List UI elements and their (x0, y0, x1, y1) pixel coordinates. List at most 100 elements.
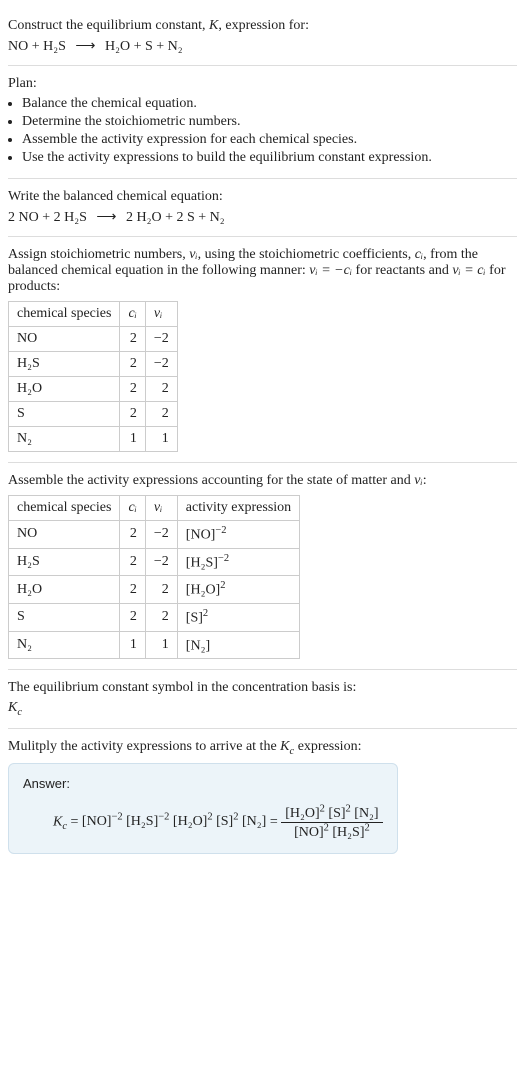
table-header-row: chemical species cᵢ νᵢ (9, 302, 178, 327)
cell: H₂O (9, 377, 120, 402)
text: expression: (294, 739, 361, 754)
kc-symbol-section: The equilibrium constant symbol in the c… (8, 670, 517, 729)
term: [H₂S]2 (332, 825, 369, 840)
table-row: NO2−2 (9, 327, 178, 352)
title-line: Construct the equilibrium constant, K, e… (8, 18, 517, 34)
activity-label: Assemble the activity expressions accoun… (8, 473, 517, 489)
multiply-label: Mulitply the activity expressions to arr… (8, 739, 517, 757)
table-row: H₂S2−2 (9, 352, 178, 377)
cell: 2 (120, 402, 145, 427)
rule2: νᵢ = cᵢ (452, 263, 485, 278)
kc-symbol-label: The equilibrium constant symbol in the c… (8, 680, 517, 696)
K-symbol: K (209, 18, 218, 33)
cell: 2 (120, 521, 145, 549)
cell: 2 (145, 603, 177, 631)
text: Assign stoichiometric numbers, (8, 247, 189, 262)
title-section: Construct the equilibrium constant, K, e… (8, 8, 517, 66)
table-row: S22[S]2 (9, 603, 300, 631)
cell: 2 (120, 576, 145, 604)
stoich-section: Assign stoichiometric numbers, νᵢ, using… (8, 237, 517, 463)
equals: = (71, 814, 82, 829)
cell: 2 (145, 377, 177, 402)
reaction-rhs: H₂O + S + N₂ (105, 39, 183, 54)
kc-symbol: Kc (8, 696, 517, 718)
term: [NO]−2 (82, 814, 123, 829)
reaction-arrow: ⟶ (69, 39, 101, 54)
unbalanced-equation: NO + H₂S ⟶ H₂O + S + N₂ (8, 34, 517, 55)
table-row: NO2−2[NO]−2 (9, 521, 300, 549)
plan-item: Use the activity expressions to build th… (22, 150, 517, 166)
term: [H₂S]−2 (126, 814, 169, 829)
table-row: H₂S2−2[H₂S]−2 (9, 548, 300, 576)
col-vi: νᵢ (145, 496, 177, 521)
text: Assemble the activity expressions accoun… (8, 473, 414, 488)
text: Mulitply the activity expressions to arr… (8, 739, 280, 754)
title-text-a: Construct the equilibrium constant, (8, 18, 209, 33)
cell: 2 (120, 603, 145, 631)
cell: [NO]−2 (177, 521, 299, 549)
cell: 1 (120, 631, 145, 659)
cell: N₂ (9, 631, 120, 659)
kc-K: K (280, 739, 289, 754)
cell: [H₂O]2 (177, 576, 299, 604)
cell: 1 (145, 427, 177, 452)
term: [NO]2 (294, 825, 329, 840)
plan-section: Plan: Balance the chemical equation. Det… (8, 66, 517, 179)
nu-i: νᵢ (414, 473, 422, 488)
balanced-section: Write the balanced chemical equation: 2 … (8, 179, 517, 237)
table-row: N₂11 (9, 427, 178, 452)
cell: [H₂S]−2 (177, 548, 299, 576)
term: [H₂O]2 (173, 814, 213, 829)
cell: 2 (120, 377, 145, 402)
answer-label: Answer: (23, 776, 383, 791)
stoich-paragraph: Assign stoichiometric numbers, νᵢ, using… (8, 247, 517, 295)
equals: = (270, 814, 281, 829)
text: , using the stoichiometric coefficients, (198, 247, 415, 262)
final-section: Mulitply the activity expressions to arr… (8, 729, 517, 864)
table-row: N₂11[N₂] (9, 631, 300, 659)
cell: 2 (120, 548, 145, 576)
cell: 1 (145, 631, 177, 659)
cell: H₂O (9, 576, 120, 604)
table-row: S22 (9, 402, 178, 427)
cell: NO (9, 521, 120, 549)
term: [S]2 (328, 806, 350, 821)
balanced-rhs: 2 H₂O + 2 S + N₂ (126, 210, 225, 225)
term: [S]2 (216, 814, 238, 829)
text: for reactants and (352, 263, 452, 278)
plan-list: Balance the chemical equation. Determine… (8, 96, 517, 166)
cell: [S]2 (177, 603, 299, 631)
kc-K: K (8, 700, 17, 715)
term: [H₂O]2 (285, 806, 325, 821)
kc-sub: c (17, 707, 22, 718)
title-text-b: , expression for: (218, 18, 309, 33)
nu-i: νᵢ (189, 247, 197, 262)
plan-item: Determine the stoichiometric numbers. (22, 114, 517, 130)
cell: S (9, 603, 120, 631)
plan-item: Assemble the activity expression for eac… (22, 132, 517, 148)
balanced-label: Write the balanced chemical equation: (8, 189, 517, 205)
cell: 2 (145, 576, 177, 604)
kc-expression: Kc = [NO]−2 [H₂S]−2 [H₂O]2 [S]2 [N₂] = [… (23, 799, 383, 841)
reaction-lhs: NO + H₂S (8, 39, 66, 54)
col-vi: νᵢ (145, 302, 177, 327)
cell: −2 (145, 548, 177, 576)
col-species: chemical species (9, 496, 120, 521)
cell: −2 (145, 521, 177, 549)
cell: N₂ (9, 427, 120, 452)
cell: −2 (145, 327, 177, 352)
kc-sub: c (62, 821, 67, 832)
col-ci: cᵢ (120, 496, 145, 521)
stoich-table: chemical species cᵢ νᵢ NO2−2 H₂S2−2 H₂O2… (8, 301, 178, 452)
table-row: H₂O22[H₂O]2 (9, 576, 300, 604)
cell: 1 (120, 427, 145, 452)
answer-box: Answer: Kc = [NO]−2 [H₂S]−2 [H₂O]2 [S]2 … (8, 763, 398, 854)
cell: 2 (120, 352, 145, 377)
term: [N₂] (242, 814, 266, 829)
cell: S (9, 402, 120, 427)
text: : (423, 473, 427, 488)
c-i: cᵢ (415, 247, 423, 262)
flat-product: [NO]−2 [H₂S]−2 [H₂O]2 [S]2 [N₂] (82, 814, 270, 829)
col-ci: cᵢ (120, 302, 145, 327)
col-species: chemical species (9, 302, 120, 327)
